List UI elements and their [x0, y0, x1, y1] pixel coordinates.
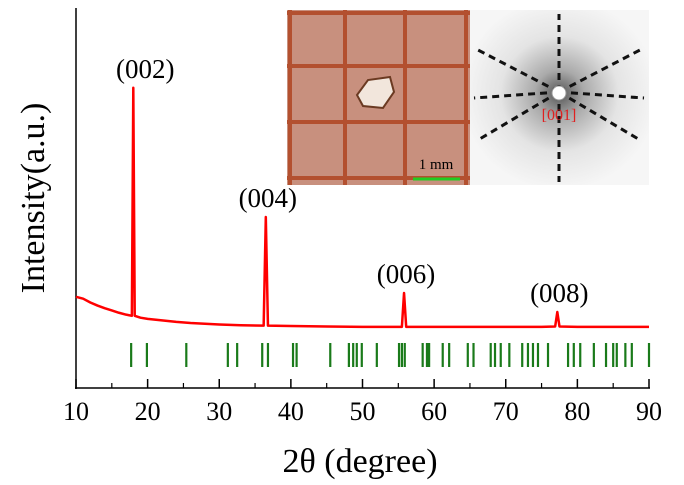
peak-label: (006) [377, 259, 435, 289]
y-axis-label: Intensity(a.u.) [15, 103, 52, 294]
x-tick-label: 50 [350, 397, 376, 426]
x-tick-label: 70 [493, 397, 519, 426]
x-tick-label: 20 [135, 397, 161, 426]
peak-label: (002) [116, 54, 174, 84]
x-tick-label: 40 [278, 397, 304, 426]
x-tick-label: 90 [636, 397, 662, 426]
chart: 1 mm [001] 2θ (degree) Intensity(a.u.) 1… [0, 0, 684, 485]
inset-diffraction: [001] [470, 10, 649, 185]
x-tick-label: 10 [63, 397, 89, 426]
peak-label: (008) [530, 278, 588, 308]
zone-axis-label: [001] [542, 107, 577, 124]
page: {"chart_data": { "type": "line", "x_labe… [0, 0, 684, 485]
x-tick-label: 80 [564, 397, 590, 426]
x-tick-label: 60 [421, 397, 447, 426]
x-axis-label: 2θ (degree) [282, 443, 437, 480]
x-tick-label: 30 [206, 397, 232, 426]
peak-label: (004) [239, 183, 297, 213]
scale-bar-label: 1 mm [419, 157, 454, 173]
inset-photo: 1 mm [287, 10, 470, 185]
